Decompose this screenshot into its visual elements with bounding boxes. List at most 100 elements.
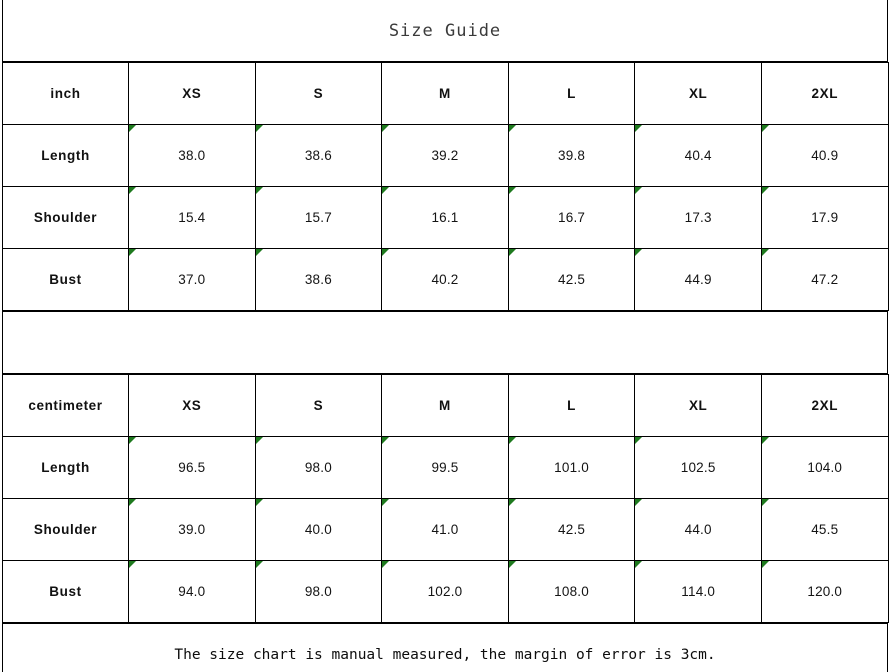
cell-inch-shoulder-s: 15.7 <box>254 186 383 249</box>
cell-cm-bust-l: 108.0 <box>507 560 636 623</box>
text-number-flag-icon <box>382 561 390 568</box>
table-row: Shoulder 39.0 40.0 41.0 42.5 44.0 <box>2 498 889 561</box>
cell-cm-shoulder-xl: 44.0 <box>634 498 762 561</box>
text-number-flag-icon <box>761 187 769 194</box>
title-row: Size Guide <box>2 0 888 62</box>
cell-inch-length-xs: 38.0 <box>128 124 256 187</box>
cell-cm-bust-m: 102.0 <box>381 560 509 623</box>
text-number-flag-icon <box>382 437 390 444</box>
cell-inch-shoulder-m: 16.1 <box>381 186 509 249</box>
cell-cm-bust-xs: 94.0 <box>128 560 256 623</box>
cell-inch-bust-m: 40.2 <box>381 248 509 311</box>
cell-inch-shoulder-xs: 15.4 <box>128 186 256 249</box>
cell-cm-length-s: 98.0 <box>254 436 383 499</box>
text-number-flag-icon <box>129 125 136 132</box>
cell-cm-length-xs: 96.5 <box>128 436 256 499</box>
text-number-flag-icon <box>255 125 263 132</box>
size-table-centimeter: centimeter XS S M L XL 2XL Length <box>2 374 889 623</box>
column-header-xl: XL <box>634 62 762 125</box>
unit-header-inch: inch <box>2 62 129 125</box>
text-number-flag-icon <box>635 249 643 256</box>
text-number-flag-icon <box>129 187 136 194</box>
cell-inch-bust-l: 42.5 <box>507 248 636 311</box>
cell-inch-length-m: 39.2 <box>381 124 509 187</box>
column-header-m: M <box>381 374 509 437</box>
row-label-bust: Bust <box>2 248 129 311</box>
cell-cm-shoulder-xs: 39.0 <box>128 498 256 561</box>
table-row: Bust 94.0 98.0 102.0 108.0 114.0 <box>2 560 889 623</box>
text-number-flag-icon <box>382 187 390 194</box>
text-number-flag-icon <box>635 437 643 444</box>
row-label-shoulder: Shoulder <box>2 498 129 561</box>
cell-inch-bust-s: 38.6 <box>254 248 383 311</box>
row-label-length: Length <box>2 124 129 187</box>
cell-cm-length-l: 101.0 <box>507 436 636 499</box>
spacer-row <box>2 311 888 374</box>
text-number-flag-icon <box>382 125 390 132</box>
text-number-flag-icon <box>255 499 263 506</box>
title-table: Size Guide <box>2 0 888 62</box>
text-number-flag-icon <box>255 437 263 444</box>
title-cell: Size Guide <box>2 0 888 62</box>
text-number-flag-icon <box>129 249 136 256</box>
column-header-l: L <box>507 62 636 125</box>
cell-inch-bust-xs: 37.0 <box>128 248 256 311</box>
text-number-flag-icon <box>508 249 516 256</box>
cell-cm-length-2xl: 104.0 <box>760 436 889 499</box>
table-row: Length 96.5 98.0 99.5 101.0 102.5 <box>2 436 889 499</box>
table-row: Bust 37.0 38.6 40.2 42.5 44.9 <box>2 248 889 311</box>
cell-inch-length-s: 38.6 <box>254 124 383 187</box>
row-label-shoulder: Shoulder <box>2 186 129 249</box>
spacer-cell <box>2 311 888 374</box>
page-title: Size Guide <box>388 20 502 41</box>
text-number-flag-icon <box>761 499 769 506</box>
cell-cm-length-xl: 102.5 <box>634 436 762 499</box>
cell-inch-length-xl: 40.4 <box>634 124 762 187</box>
text-number-flag-icon <box>382 499 390 506</box>
column-header-xs: XS <box>128 62 256 125</box>
column-header-xl: XL <box>634 374 762 437</box>
cell-inch-length-2xl: 40.9 <box>760 124 889 187</box>
cell-cm-bust-s: 98.0 <box>254 560 383 623</box>
table-row: Shoulder 15.4 15.7 16.1 16.7 17.3 <box>2 186 889 249</box>
cell-inch-shoulder-2xl: 17.9 <box>760 186 889 249</box>
row-label-bust: Bust <box>2 560 129 623</box>
text-number-flag-icon <box>761 249 769 256</box>
cell-cm-shoulder-l: 42.5 <box>507 498 636 561</box>
text-number-flag-icon <box>255 187 263 194</box>
cell-inch-bust-2xl: 47.2 <box>760 248 889 311</box>
cell-cm-bust-xl: 114.0 <box>634 560 762 623</box>
cell-inch-bust-xl: 44.9 <box>634 248 762 311</box>
text-number-flag-icon <box>761 125 769 132</box>
footer-table: The size chart is manual measured, the m… <box>2 623 888 672</box>
column-header-s: S <box>254 374 383 437</box>
text-number-flag-icon <box>508 437 516 444</box>
text-number-flag-icon <box>129 561 136 568</box>
cell-cm-length-m: 99.5 <box>381 436 509 499</box>
column-header-l: L <box>507 374 636 437</box>
cell-cm-shoulder-m: 41.0 <box>381 498 509 561</box>
text-number-flag-icon <box>635 125 643 132</box>
text-number-flag-icon <box>255 561 263 568</box>
text-number-flag-icon <box>635 499 643 506</box>
text-number-flag-icon <box>635 187 643 194</box>
text-number-flag-icon <box>508 499 516 506</box>
cell-cm-shoulder-s: 40.0 <box>254 498 383 561</box>
size-table-inch: inch XS S M L XL 2XL Length <box>2 62 889 311</box>
table-row: Length 38.0 38.6 39.2 39.8 40.4 <box>2 124 889 187</box>
measurement-disclaimer: The size chart is manual measured, the m… <box>174 647 716 663</box>
header-row-centimeter: centimeter XS S M L XL 2XL <box>2 374 889 437</box>
header-row-inch: inch XS S M L XL 2XL <box>2 62 889 125</box>
column-header-2xl: 2XL <box>760 62 889 125</box>
text-number-flag-icon <box>635 561 643 568</box>
text-number-flag-icon <box>508 187 516 194</box>
column-header-m: M <box>381 62 509 125</box>
column-header-2xl: 2XL <box>760 374 889 437</box>
cell-cm-bust-2xl: 120.0 <box>760 560 889 623</box>
cell-inch-length-l: 39.8 <box>507 124 636 187</box>
column-header-xs: XS <box>128 374 256 437</box>
text-number-flag-icon <box>508 125 516 132</box>
footer-row: The size chart is manual measured, the m… <box>2 623 888 672</box>
column-header-s: S <box>254 62 383 125</box>
